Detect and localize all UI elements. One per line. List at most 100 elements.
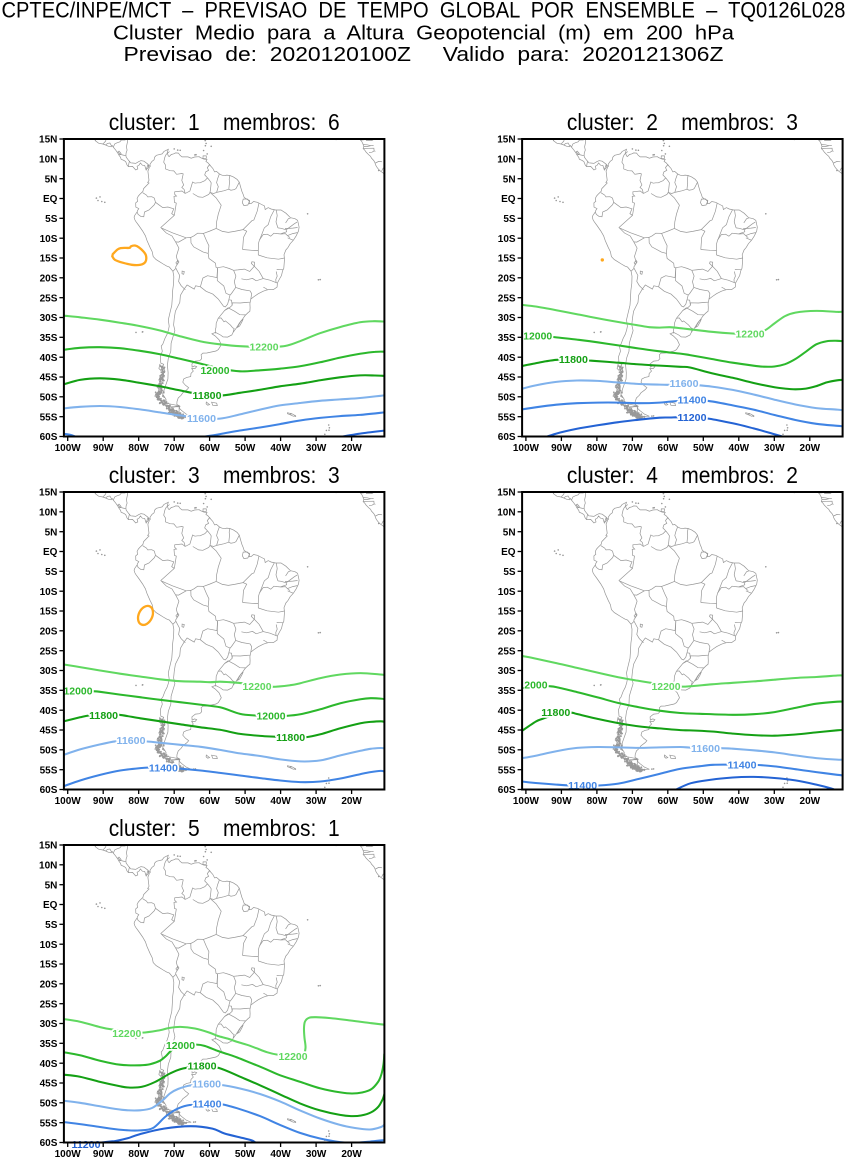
svg-text:90W: 90W bbox=[551, 443, 572, 454]
svg-text:60W: 60W bbox=[658, 443, 679, 454]
svg-text:11200: 11200 bbox=[678, 412, 707, 424]
svg-text:10N: 10N bbox=[497, 507, 515, 518]
svg-text:5N: 5N bbox=[45, 527, 58, 538]
svg-text:50W: 50W bbox=[693, 443, 714, 454]
svg-text:15N: 15N bbox=[497, 488, 515, 499]
svg-text:11800: 11800 bbox=[89, 710, 118, 722]
svg-text:30W: 30W bbox=[306, 443, 327, 454]
svg-text:cluster: 4 membros: 2: cluster: 4 membros: 2 bbox=[567, 462, 798, 488]
svg-text:EQ: EQ bbox=[43, 900, 58, 911]
svg-text:70W: 70W bbox=[622, 443, 643, 454]
svg-text:12200: 12200 bbox=[250, 342, 279, 354]
svg-text:11800: 11800 bbox=[541, 707, 570, 719]
svg-text:25S: 25S bbox=[40, 293, 58, 304]
svg-text:40W: 40W bbox=[729, 443, 750, 454]
svg-text:50S: 50S bbox=[498, 392, 516, 403]
svg-text:EQ: EQ bbox=[43, 547, 58, 558]
svg-text:20S: 20S bbox=[40, 273, 58, 284]
svg-text:5N: 5N bbox=[503, 527, 516, 538]
svg-text:50S: 50S bbox=[498, 745, 516, 756]
svg-text:55S: 55S bbox=[40, 412, 58, 423]
svg-text:30S: 30S bbox=[498, 666, 516, 677]
svg-text:20W: 20W bbox=[800, 443, 821, 454]
svg-text:20S: 20S bbox=[40, 979, 58, 990]
svg-text:25S: 25S bbox=[40, 646, 58, 657]
svg-text:45S: 45S bbox=[40, 1079, 58, 1090]
svg-text:60W: 60W bbox=[658, 796, 679, 807]
svg-text:10S: 10S bbox=[498, 587, 516, 598]
svg-text:40S: 40S bbox=[40, 1059, 58, 1070]
svg-text:11400: 11400 bbox=[728, 760, 757, 772]
svg-text:15S: 15S bbox=[498, 607, 516, 618]
svg-text:60W: 60W bbox=[199, 796, 220, 807]
svg-text:5N: 5N bbox=[45, 174, 58, 185]
svg-text:10N: 10N bbox=[39, 154, 57, 165]
svg-text:35S: 35S bbox=[40, 686, 58, 697]
svg-text:10S: 10S bbox=[40, 940, 58, 951]
svg-text:EQ: EQ bbox=[501, 194, 516, 205]
svg-text:100W: 100W bbox=[513, 796, 540, 807]
svg-text:100W: 100W bbox=[55, 1149, 82, 1157]
svg-text:15S: 15S bbox=[498, 254, 516, 265]
svg-text:70W: 70W bbox=[164, 796, 185, 807]
svg-text:11600: 11600 bbox=[670, 378, 699, 390]
svg-text:12200: 12200 bbox=[243, 681, 272, 693]
svg-text:Previsao de: 2020120100Z: Previsao de: 2020120100Z Valido para: 20… bbox=[124, 44, 724, 66]
svg-text:90W: 90W bbox=[93, 796, 114, 807]
svg-text:60S: 60S bbox=[498, 785, 516, 796]
svg-text:30S: 30S bbox=[498, 313, 516, 324]
svg-text:20W: 20W bbox=[341, 796, 362, 807]
svg-text:20S: 20S bbox=[40, 626, 58, 637]
svg-text:12200: 12200 bbox=[279, 1051, 308, 1063]
svg-text:30W: 30W bbox=[764, 796, 785, 807]
svg-text:60S: 60S bbox=[498, 432, 516, 443]
svg-text:10N: 10N bbox=[39, 507, 57, 518]
svg-text:12000: 12000 bbox=[523, 331, 552, 343]
svg-text:25S: 25S bbox=[40, 999, 58, 1010]
svg-text:15N: 15N bbox=[39, 841, 57, 852]
svg-text:12200: 12200 bbox=[112, 1028, 141, 1040]
svg-text:40S: 40S bbox=[40, 353, 58, 364]
svg-text:30S: 30S bbox=[40, 313, 58, 324]
svg-text:60W: 60W bbox=[199, 1149, 220, 1157]
svg-text:5S: 5S bbox=[503, 567, 516, 578]
svg-text:10S: 10S bbox=[498, 234, 516, 245]
svg-text:80W: 80W bbox=[587, 796, 608, 807]
svg-text:11800: 11800 bbox=[193, 390, 222, 402]
svg-text:40W: 40W bbox=[270, 1149, 291, 1157]
svg-text:12000: 12000 bbox=[201, 365, 230, 377]
svg-text:30S: 30S bbox=[40, 1019, 58, 1030]
svg-text:cluster: 1 membros: 6: cluster: 1 membros: 6 bbox=[109, 109, 340, 135]
svg-text:cluster: 5 membros: 1: cluster: 5 membros: 1 bbox=[109, 815, 340, 841]
svg-text:11400: 11400 bbox=[193, 1098, 222, 1110]
svg-text:100W: 100W bbox=[513, 443, 540, 454]
svg-text:50S: 50S bbox=[40, 745, 58, 756]
svg-text:30W: 30W bbox=[306, 1149, 327, 1157]
svg-text:40W: 40W bbox=[729, 796, 750, 807]
svg-text:25S: 25S bbox=[498, 293, 516, 304]
svg-text:50W: 50W bbox=[693, 796, 714, 807]
svg-text:10S: 10S bbox=[40, 234, 58, 245]
svg-text:5N: 5N bbox=[503, 174, 516, 185]
svg-text:40W: 40W bbox=[270, 796, 291, 807]
svg-text:5S: 5S bbox=[503, 214, 516, 225]
svg-text:70W: 70W bbox=[164, 443, 185, 454]
svg-text:50W: 50W bbox=[235, 443, 256, 454]
svg-text:20W: 20W bbox=[341, 443, 362, 454]
svg-text:11600: 11600 bbox=[187, 413, 216, 425]
svg-text:15S: 15S bbox=[40, 607, 58, 618]
svg-text:35S: 35S bbox=[40, 1039, 58, 1050]
svg-text:55S: 55S bbox=[498, 765, 516, 776]
svg-text:11600: 11600 bbox=[691, 743, 720, 755]
svg-text:15S: 15S bbox=[40, 960, 58, 971]
svg-text:5S: 5S bbox=[45, 920, 58, 931]
svg-text:50W: 50W bbox=[235, 1149, 256, 1157]
svg-text:11800: 11800 bbox=[276, 732, 305, 744]
svg-text:12000: 12000 bbox=[166, 1040, 195, 1052]
svg-text:60S: 60S bbox=[40, 785, 58, 796]
svg-text:100W: 100W bbox=[55, 443, 82, 454]
svg-text:60W: 60W bbox=[199, 443, 220, 454]
svg-text:5S: 5S bbox=[45, 214, 58, 225]
svg-text:15S: 15S bbox=[40, 254, 58, 265]
svg-text:EQ: EQ bbox=[43, 194, 58, 205]
